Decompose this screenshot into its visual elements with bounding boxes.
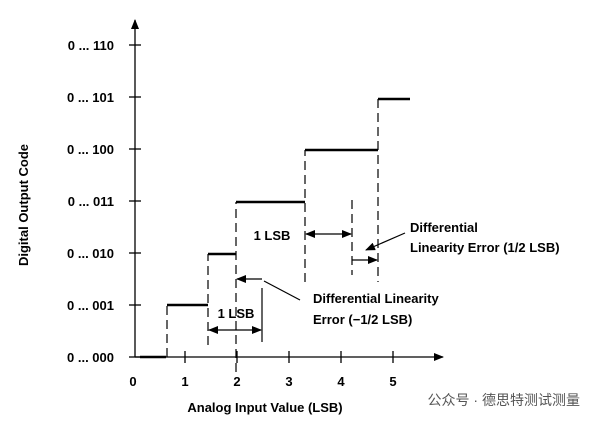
y-tick-label: 0 ... 010 xyxy=(67,246,114,261)
x-tick-label: 3 xyxy=(285,374,292,389)
x-axis-title: Analog Input Value (LSB) xyxy=(187,400,342,415)
steps xyxy=(140,97,410,372)
watermark: 公众号 · 德思特测试测量 xyxy=(428,392,580,408)
annotation: 1 LSB xyxy=(218,306,255,321)
x-tick-label: 5 xyxy=(389,374,396,389)
y-tick-label: 0 ... 101 xyxy=(67,90,114,105)
x-tick-label: 2 xyxy=(233,374,240,389)
x-tick-label: 1 xyxy=(181,374,188,389)
arrows xyxy=(208,230,406,334)
x-tick-label: 0 xyxy=(129,374,136,389)
y-tick-label: 0 ... 001 xyxy=(67,298,114,313)
annotation: Differential Linearity xyxy=(313,291,439,306)
y-tick-label: 0 ... 011 xyxy=(68,194,114,209)
annotation: Linearity Error (1/2 LSB) xyxy=(410,240,560,255)
x-tick-label: 4 xyxy=(337,374,345,389)
annotation: Error (−1/2 LSB) xyxy=(313,312,412,327)
y-tick-label: 0 ... 000 xyxy=(67,350,114,365)
y-axis-title: Digital Output Code xyxy=(16,144,31,266)
y-tick-label: 0 ... 100 xyxy=(67,142,114,157)
annotation: 1 LSB xyxy=(254,228,291,243)
annotation: Differential xyxy=(410,220,478,235)
y-tick-label: 0 ... 110 xyxy=(68,38,114,53)
